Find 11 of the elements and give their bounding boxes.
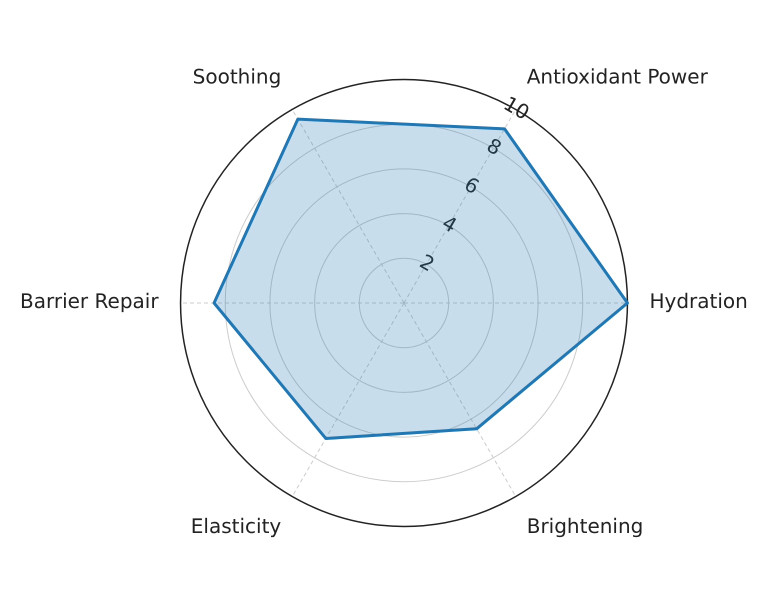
y-tick-label: 8: [482, 133, 506, 160]
y-tick-label: 2: [416, 249, 439, 276]
y-tick-label: 10: [500, 91, 534, 125]
spoke-label: Brightening: [526, 514, 644, 538]
spoke-label: Barrier Repair: [20, 289, 160, 314]
spoke-label: Elasticity: [190, 514, 282, 538]
y-tick-label: 4: [438, 210, 462, 238]
spoke-label: Soothing: [192, 64, 282, 89]
spoke-label: Hydration: [649, 289, 748, 314]
spoke-label: Antioxidant Power: [526, 64, 709, 89]
y-tick-label: 6: [460, 172, 484, 199]
